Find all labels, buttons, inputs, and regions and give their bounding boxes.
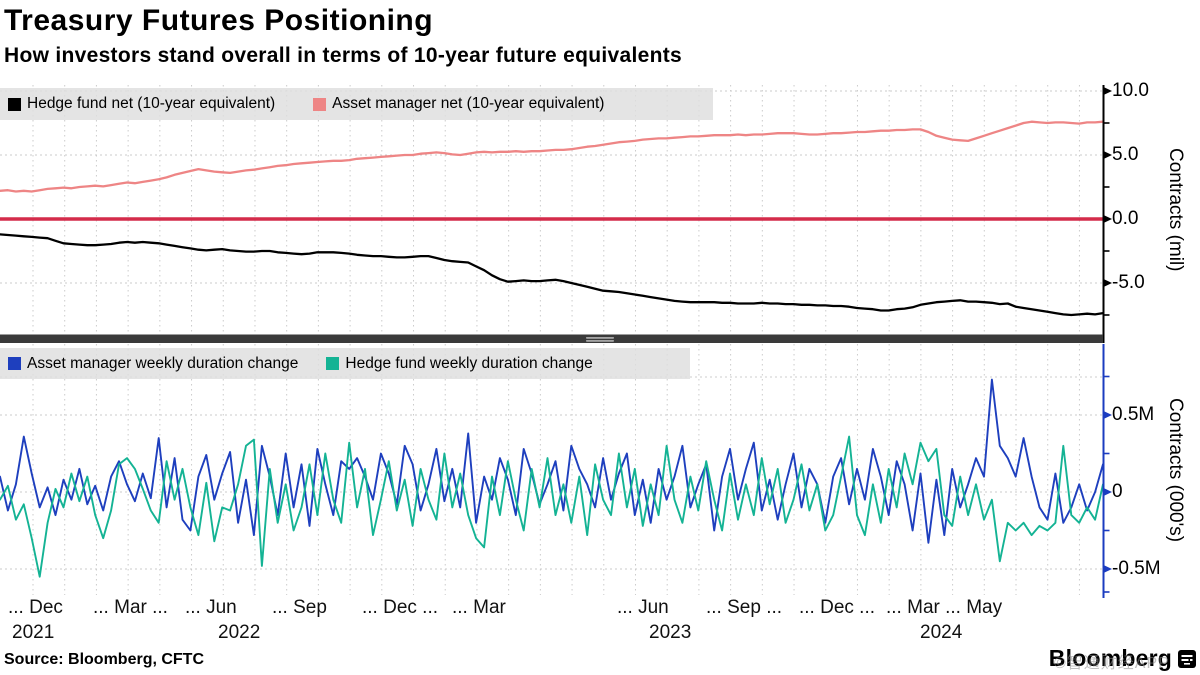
legend-label: Hedge fund net (10-year equivalent) (27, 95, 276, 112)
y-axis-title-bottom: Contracts (000's) (1165, 397, 1186, 543)
x-tick-label: ... Sep (272, 597, 327, 618)
x-year-label: 2021 (12, 622, 55, 643)
y-tick-label: 0.0 (1112, 208, 1139, 229)
y-axis-title-top: Contracts (mil) (1165, 148, 1186, 272)
separator-grip-icon[interactable] (586, 340, 614, 342)
page-subtitle: How investors stand overall in terms of … (4, 44, 682, 67)
x-year-label: 2022 (218, 622, 261, 643)
y-tick-label: 0 (1112, 481, 1123, 502)
watermark-text: ©智通财经APP (1054, 655, 1170, 672)
legend-bottom: Asset manager weekly duration change Hed… (0, 348, 690, 379)
bloomberg-terminal-icon (1178, 649, 1196, 668)
series-line-bottom-0 (0, 378, 1104, 544)
panel-top (0, 85, 1112, 343)
bloomberg-logo: Bloomberg (1040, 645, 1196, 672)
page-title: Treasury Futures Positioning (4, 4, 434, 37)
series-line-top-0 (0, 233, 1105, 317)
legend-item-hedge-fund-net: Hedge fund net (10-year equivalent) (8, 95, 275, 113)
series-line-top-1 (0, 120, 1105, 193)
x-tick-label: ... Dec ... (362, 597, 439, 618)
y-tick-label: 5.0 (1112, 144, 1139, 165)
y-tick-label: 10.0 (1112, 80, 1149, 101)
x-tick-label: ... Sep ... (706, 597, 783, 618)
x-tick-label: ... Mar ... May (886, 597, 1003, 618)
separator-grip-icon[interactable] (586, 337, 614, 339)
legend-item-hf-duration-change: Hedge fund weekly duration change (326, 354, 593, 373)
x-tick-label: ... Dec (8, 597, 63, 618)
legend-item-am-duration-change: Asset manager weekly duration change (8, 355, 298, 373)
legend-item-asset-manager-net: Asset manager net (10-year equivalent) (313, 95, 604, 113)
x-tick-label: ... Mar ... (93, 597, 168, 618)
x-tick-label: ... Mar (452, 597, 506, 618)
legend-label: Asset manager weekly duration change (27, 354, 299, 372)
panel-separator[interactable] (0, 334, 1103, 344)
asset-manager-net-swatch-icon (313, 97, 327, 111)
x-tick-label: ... Jun (617, 597, 669, 618)
legend-label: Asset manager net (10-year equivalent) (332, 95, 605, 112)
x-year-label: 2024 (920, 622, 963, 643)
hf-duration-swatch-icon (326, 357, 340, 370)
bloomberg-wordmark: Bloomberg (1048, 645, 1172, 671)
am-duration-swatch-icon (8, 357, 21, 370)
x-tick-label: ... Jun (185, 597, 237, 618)
y-tick-label: 0.5M (1112, 404, 1155, 425)
x-tick-label: ... Dec ... (799, 597, 876, 618)
source-note: Source: Bloomberg, CFTC (4, 651, 205, 668)
x-year-label: 2023 (649, 622, 692, 643)
legend-top: Hedge fund net (10-year equivalent) Asse… (0, 88, 713, 120)
series-line-bottom-1 (0, 435, 1104, 578)
y-tick-label: -5.0 (1112, 272, 1145, 293)
panel-bottom (0, 344, 1112, 598)
legend-label: Hedge fund weekly duration change (345, 354, 593, 372)
hedge-fund-net-swatch-icon (8, 97, 21, 111)
y-tick-label: -0.5M (1112, 558, 1161, 579)
